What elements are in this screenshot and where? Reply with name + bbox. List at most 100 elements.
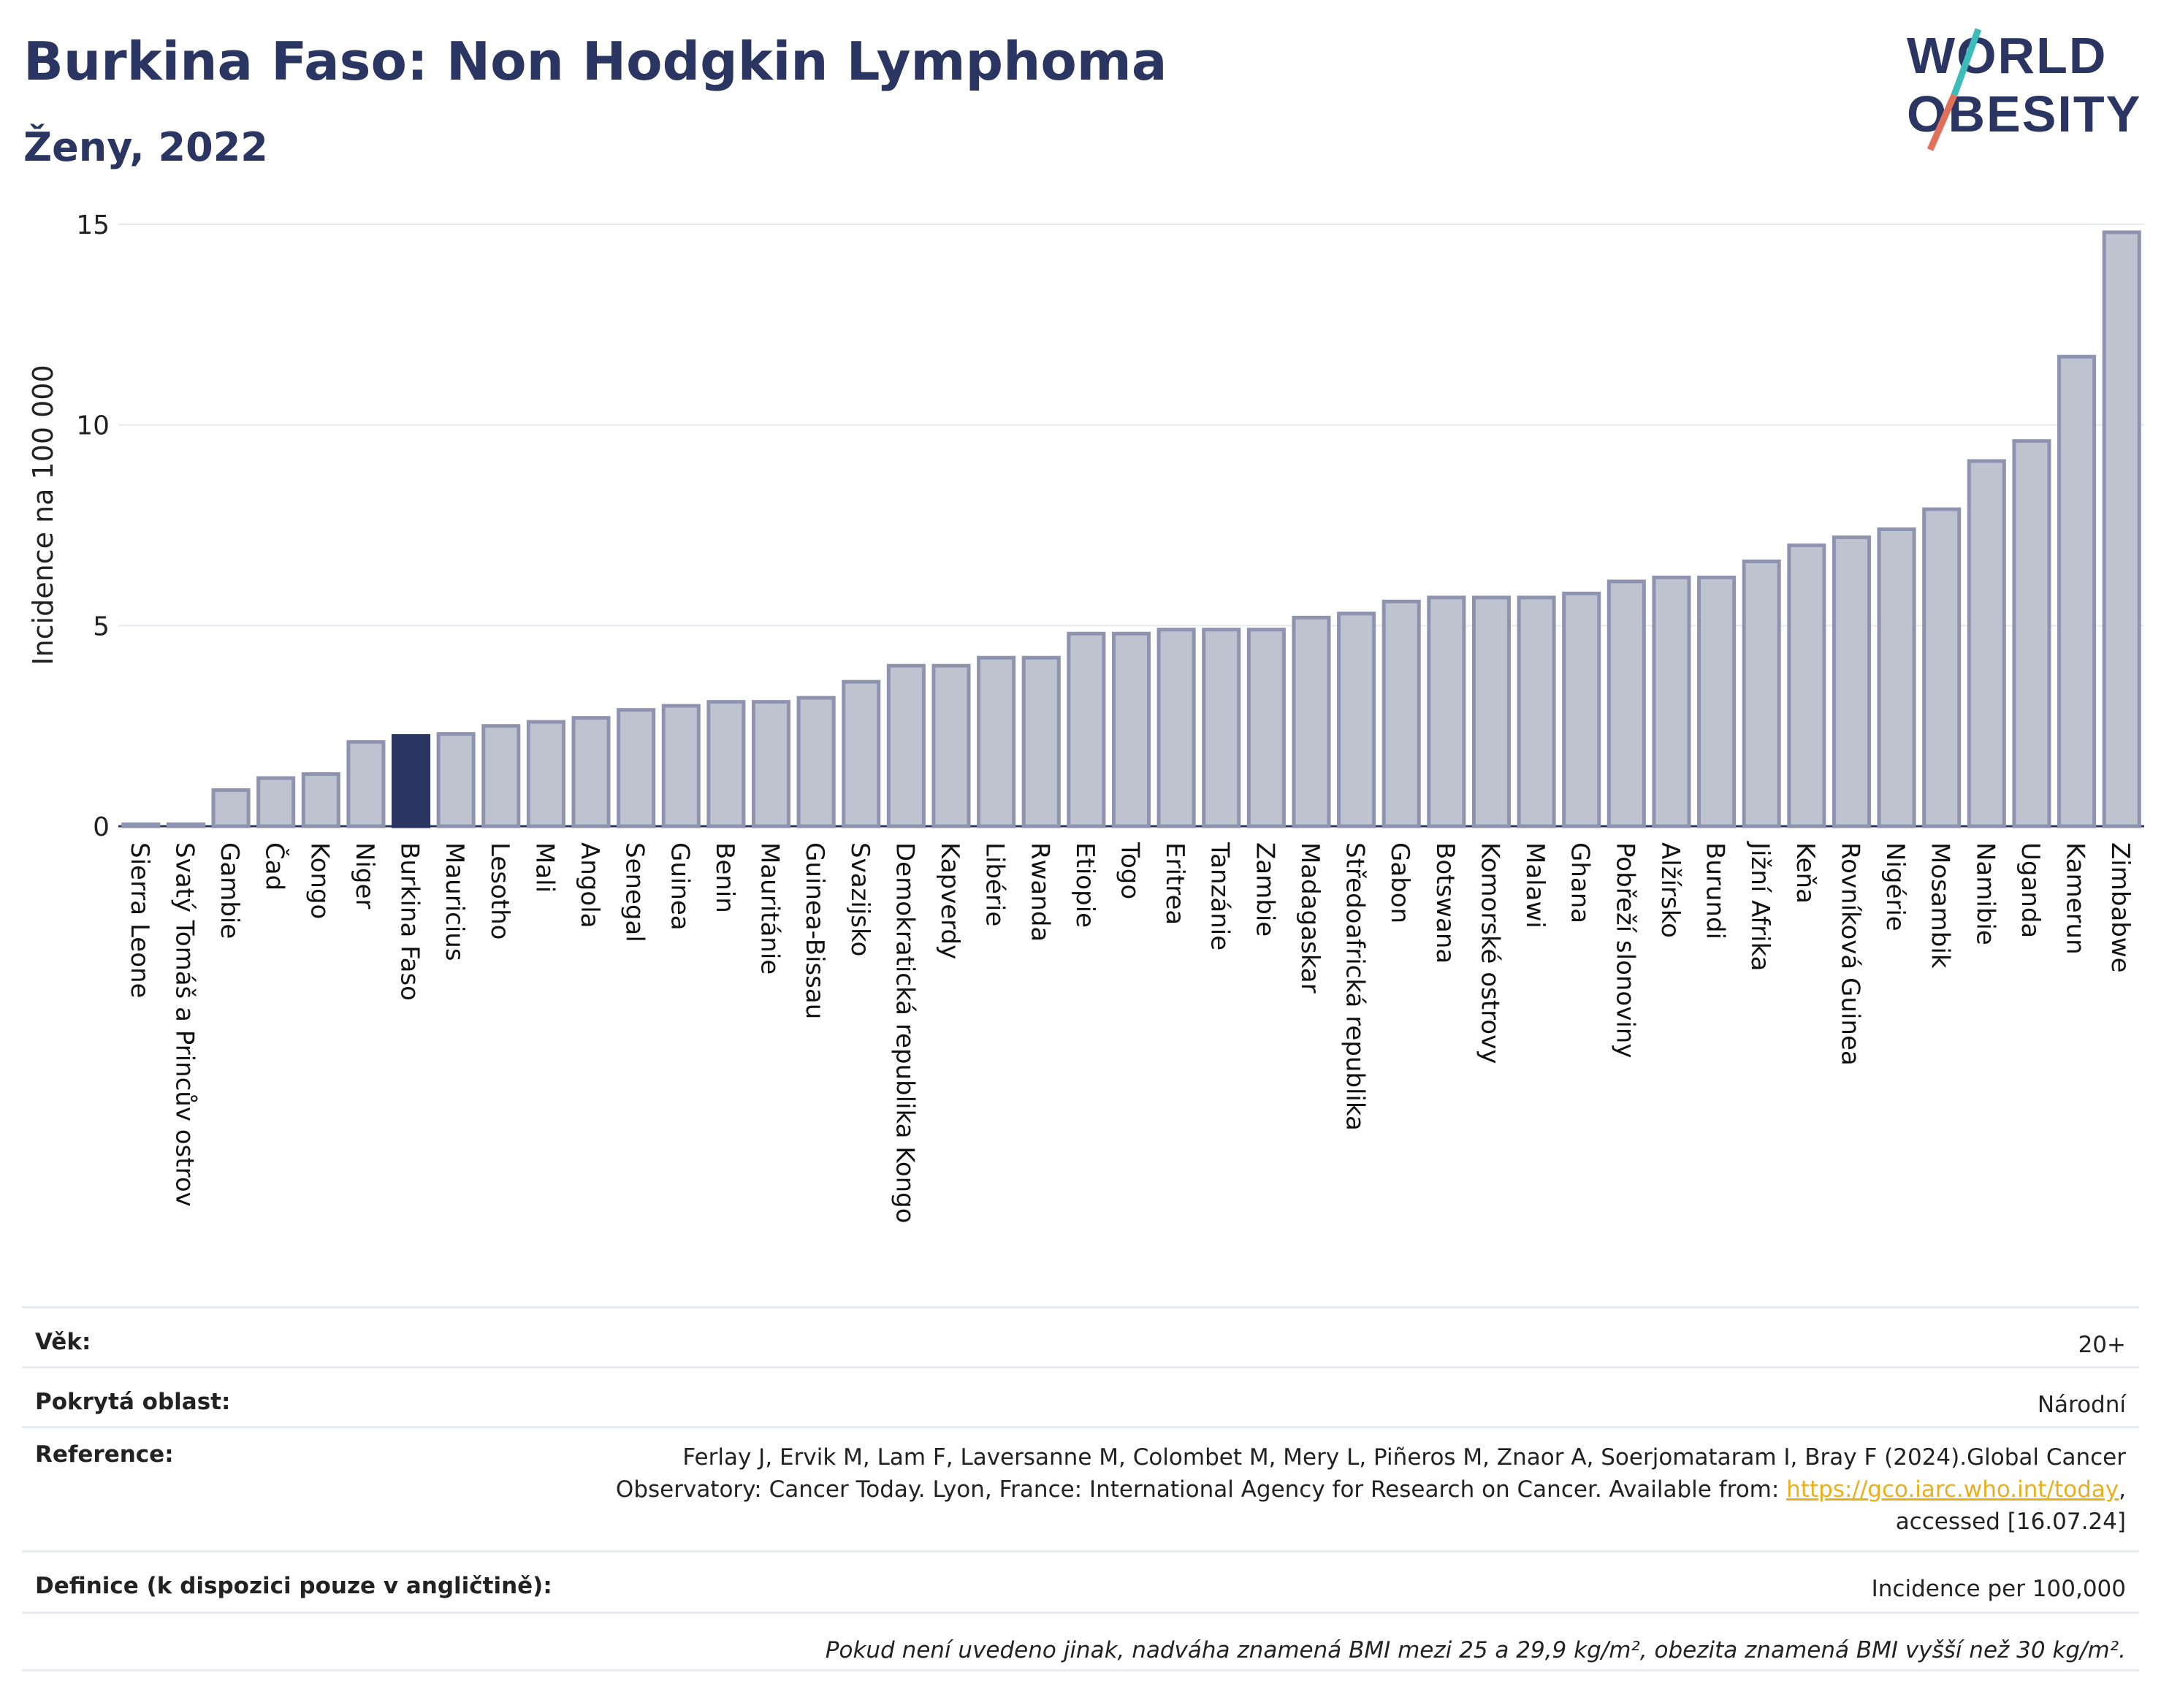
bar-mosambik bbox=[1922, 507, 1962, 828]
x-tick-label: Čad bbox=[260, 842, 290, 891]
x-tick-label: Kamerun bbox=[2061, 842, 2090, 955]
x-tick-label: Botswana bbox=[1430, 842, 1460, 964]
bar-sierra-leone bbox=[121, 822, 161, 828]
x-tick-label: Senegal bbox=[620, 842, 649, 942]
y-tick-label: 10 bbox=[76, 411, 110, 441]
x-tick-label: Ghana bbox=[1566, 842, 1595, 923]
y-axis-label: Incidence na 100 000 bbox=[27, 365, 59, 665]
bar-eritrea bbox=[1156, 628, 1196, 828]
bar-mauricius bbox=[436, 732, 476, 828]
x-tick-label: Benin bbox=[710, 842, 739, 913]
bar-čad bbox=[256, 776, 296, 828]
x-tick-label: Zambie bbox=[1250, 842, 1279, 937]
svg-text:WORLD: WORLD bbox=[1907, 27, 2107, 84]
x-tick-label: Mauricius bbox=[440, 842, 469, 961]
x-tick-label: Niger bbox=[350, 842, 379, 909]
bar-senegal bbox=[617, 708, 656, 828]
age-label: Věk: bbox=[35, 1329, 91, 1355]
world-obesity-logo: WORLD OBESITY bbox=[1907, 27, 2140, 151]
x-tick-label: Guinea-Bissau bbox=[800, 842, 829, 1019]
bar-malawi bbox=[1517, 595, 1556, 828]
reference-link[interactable]: https://gco.iarc.who.int/today bbox=[1786, 1476, 2119, 1503]
y-tick-label: 5 bbox=[93, 611, 110, 641]
x-tick-label: Libérie bbox=[980, 842, 1010, 926]
bar-benin bbox=[706, 700, 746, 828]
area-label: Pokrytá oblast: bbox=[35, 1389, 231, 1415]
reference-line-1: Ferlay J, Ervik M, Lam F, Laversanne M, … bbox=[682, 1444, 2126, 1471]
bar-botswana bbox=[1427, 595, 1466, 828]
metadata-table: Věk: 20+ Pokrytá oblast: Národní Referen… bbox=[22, 1306, 2139, 1671]
definition-label: Definice (k dispozici pouze v angličtině… bbox=[35, 1573, 552, 1599]
bar-togo bbox=[1111, 631, 1151, 828]
bar-madagaskar bbox=[1292, 615, 1331, 828]
x-tick-label: Gabon bbox=[1385, 842, 1414, 923]
bar-kongo bbox=[301, 772, 340, 828]
reference-line-2: Observatory: Cancer Today. Lyon, France:… bbox=[615, 1476, 1787, 1503]
x-tick-label: Togo bbox=[1116, 842, 1145, 899]
x-tick-label: Rwanda bbox=[1025, 842, 1054, 942]
x-tick-label: Burkina Faso bbox=[395, 842, 424, 1001]
x-tick-label: Demokratická republika Kongo bbox=[890, 842, 919, 1224]
bar-zimbabwe bbox=[2102, 230, 2141, 828]
x-tick-label: Guinea bbox=[665, 842, 694, 931]
bar-namibie bbox=[1967, 459, 2006, 828]
bar-chart: Sierra Leone Svatý Tomáš a Princův ostrov… bbox=[27, 210, 2144, 1224]
age-value: 20+ bbox=[2078, 1332, 2126, 1358]
x-tick-label: Uganda bbox=[2016, 842, 2045, 938]
bar-rwanda bbox=[1021, 655, 1061, 828]
bar-angola bbox=[571, 716, 611, 828]
x-tick-label: Malawi bbox=[1520, 842, 1550, 929]
bar-pobřeží-slonoviny bbox=[1607, 579, 1646, 828]
meta-row-age: Věk: 20+ bbox=[22, 1306, 2139, 1366]
x-tick-label: Madagaskar bbox=[1295, 842, 1325, 994]
reference-line-3: accessed [16.07.24] bbox=[1895, 1509, 2126, 1535]
bar-mauritánie bbox=[751, 700, 791, 828]
reference-comma: , bbox=[2119, 1476, 2126, 1503]
x-tick-label: Kapverdy bbox=[935, 842, 964, 959]
bar-tanzánie bbox=[1202, 628, 1241, 828]
x-tick-label: Gambie bbox=[215, 842, 244, 939]
x-tick-label: Alžírsko bbox=[1655, 842, 1685, 938]
bar-lesotho bbox=[481, 724, 521, 828]
meta-row-definition: Definice (k dispozici pouze v angličtině… bbox=[22, 1550, 2139, 1612]
x-tick-label: Keňa bbox=[1791, 842, 1820, 904]
x-tick-label: Pobřeží slonoviny bbox=[1610, 842, 1639, 1058]
bar-uganda bbox=[2012, 439, 2051, 828]
bar-gambie bbox=[211, 788, 251, 828]
meta-row-note: Pokud není uvedeno jinak, nadváha znamen… bbox=[22, 1612, 2139, 1671]
x-tick-label: Eritrea bbox=[1160, 842, 1189, 925]
bar-svatý-tomáš-a-princův-ostrov bbox=[166, 822, 205, 828]
x-tick-label: Lesotho bbox=[485, 842, 514, 939]
reference-text: Ferlay J, Ervik M, Lam F, Laversanne M, … bbox=[616, 1441, 2126, 1538]
bar-svazijsko bbox=[842, 679, 881, 828]
y-tick-label: 15 bbox=[76, 210, 110, 240]
bar-demokratická-republika-kongo bbox=[886, 663, 926, 828]
reference-label: Reference: bbox=[35, 1441, 174, 1468]
bar-komorské-ostrovy bbox=[1471, 595, 1512, 828]
bar-keňa bbox=[1787, 543, 1826, 828]
x-tick-label: Namibie bbox=[1970, 842, 2000, 945]
x-tick-label: Rovníková Guinea bbox=[1835, 842, 1864, 1066]
x-tick-label: Svatý Tomáš a Princův ostrov bbox=[169, 842, 199, 1207]
definition-value: Incidence per 100,000 bbox=[1871, 1576, 2126, 1602]
bar-ghana bbox=[1562, 591, 1601, 828]
bmi-note: Pokud není uvedeno jinak, nadváha znamen… bbox=[825, 1637, 2126, 1663]
x-tick-label: Jižní Afrika bbox=[1745, 841, 1775, 972]
bar-kamerun bbox=[2057, 354, 2097, 828]
x-tick-label: Mauritánie bbox=[755, 842, 785, 975]
page-title: Burkina Faso: Non Hodgkin Lymphoma bbox=[23, 31, 1167, 92]
x-tick-label: Zimbabwe bbox=[2105, 842, 2135, 973]
meta-row-area: Pokrytá oblast: Národní bbox=[22, 1366, 2139, 1426]
x-tick-label: Tanzánie bbox=[1205, 842, 1235, 950]
bar-libérie bbox=[977, 655, 1016, 828]
bar-etiopie bbox=[1067, 631, 1106, 828]
area-value: Národní bbox=[2037, 1392, 2126, 1418]
bar-niger bbox=[346, 740, 386, 828]
bar-gabon bbox=[1381, 599, 1421, 828]
x-tick-label: Angola bbox=[575, 842, 604, 928]
bar-alžírsko bbox=[1652, 575, 1691, 828]
y-tick-label: 0 bbox=[93, 812, 110, 842]
x-tick-label: Svazijsko bbox=[845, 842, 874, 956]
x-tick-label: Burundi bbox=[1701, 842, 1730, 939]
page-subtitle: Ženy, 2022 bbox=[23, 124, 268, 170]
